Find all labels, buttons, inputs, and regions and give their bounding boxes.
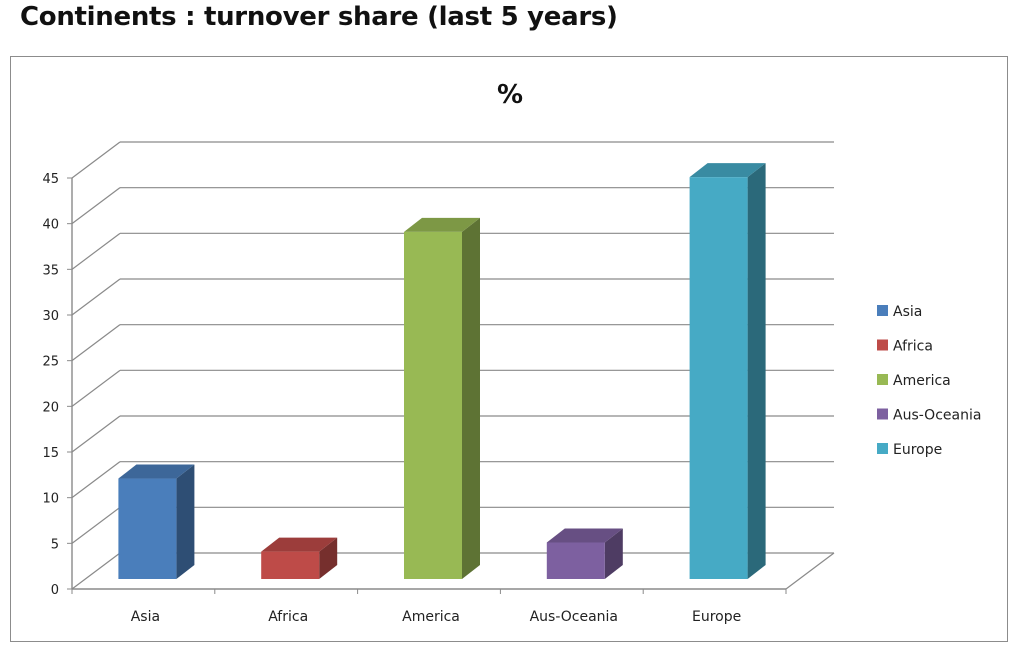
bar-front — [546, 542, 605, 579]
gridline-side — [71, 141, 121, 179]
legend-swatch — [877, 305, 888, 316]
legend-swatch — [877, 443, 888, 454]
bar-side — [604, 528, 623, 579]
bar-side — [747, 163, 766, 579]
bar-aus-oceania — [546, 528, 623, 579]
bar-top — [118, 464, 195, 479]
y-tick-label: 35 — [42, 263, 59, 278]
category-label: Aus-Oceania — [530, 609, 618, 625]
legend-item-label: Europe — [893, 442, 942, 458]
category-label: Europe — [692, 609, 741, 625]
bar-front — [261, 551, 320, 579]
bar-top — [404, 217, 480, 232]
y-tick-label: 5 — [51, 537, 59, 552]
y-tick-label: 10 — [42, 492, 59, 507]
y-tick-label: 45 — [42, 172, 59, 187]
legend-item-label: Africa — [893, 339, 933, 355]
legend-item-label: Asia — [893, 304, 922, 320]
bar-europe — [689, 163, 766, 579]
gridline-side — [71, 552, 121, 590]
page-title: Continents : turnover share (last 5 year… — [20, 2, 618, 32]
bar-side — [462, 217, 480, 579]
legend: Asia Africa America Aus-Oceania Europe — [877, 304, 981, 458]
bar-front — [404, 231, 462, 579]
bars — [118, 163, 766, 579]
y-tick-label: 30 — [42, 309, 59, 324]
bar-side — [319, 537, 338, 579]
gridline-side — [71, 232, 121, 270]
bar-front — [118, 478, 177, 579]
bar-africa — [261, 537, 338, 579]
bar-top — [546, 528, 623, 543]
y-tick-label: 20 — [42, 400, 59, 415]
bar-front — [689, 177, 748, 579]
bar-top — [261, 537, 338, 552]
gridline-side — [71, 278, 121, 316]
floor-edge-right — [785, 552, 835, 590]
gridline-side — [71, 187, 121, 225]
gridline-side — [71, 461, 121, 499]
y-tick-label: 0 — [51, 583, 59, 598]
legend-swatch — [877, 408, 888, 420]
gridline-side — [71, 369, 121, 407]
legend-swatch — [877, 339, 888, 351]
bar-asia — [118, 464, 195, 579]
bar-america — [404, 217, 480, 579]
y-tick-label: 40 — [42, 218, 59, 233]
category-labels: Asia Africa America Aus-Oceania Europe — [131, 609, 741, 625]
y-tick-label: 25 — [42, 355, 59, 370]
chart-title: % — [497, 80, 523, 110]
axes: 0 5 10 15 20 25 30 35 40 45 — [42, 172, 787, 598]
legend-item-label: Aus-Oceania — [893, 408, 981, 424]
gridline-side — [71, 415, 121, 453]
gridline-side — [71, 506, 121, 544]
bar-top — [689, 163, 766, 178]
legend-swatch — [877, 374, 888, 385]
category-label: Africa — [268, 609, 308, 625]
y-tick-label: 15 — [42, 446, 59, 461]
category-label: Asia — [131, 609, 160, 625]
legend-item-label: America — [893, 373, 951, 389]
gridline-side — [71, 324, 121, 362]
bar-side — [176, 464, 195, 579]
category-label: America — [402, 609, 460, 625]
